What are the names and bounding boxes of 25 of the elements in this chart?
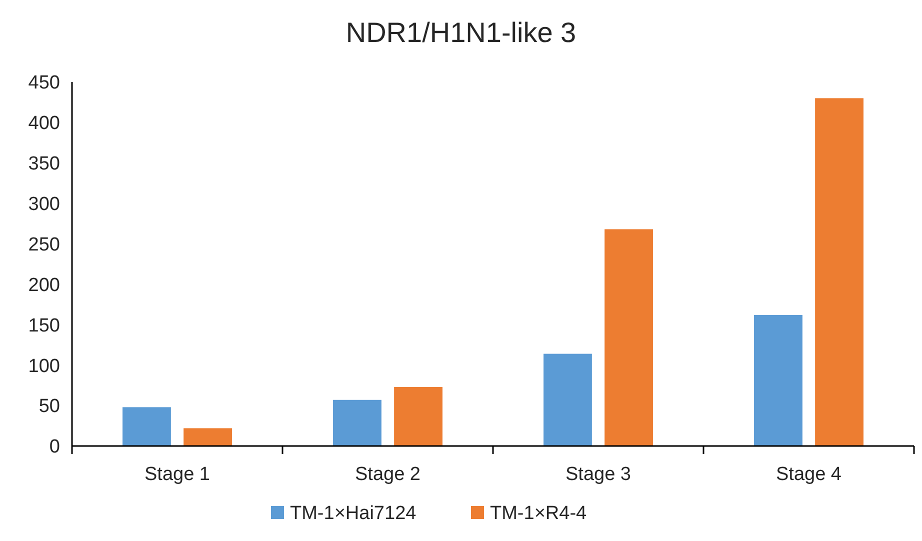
legend-label: TM-1×Hai7124 bbox=[290, 503, 417, 524]
x-tick-label: Stage 2 bbox=[355, 464, 420, 485]
bar bbox=[333, 400, 382, 446]
y-tick-label: 0 bbox=[49, 436, 60, 458]
y-tick-label: 350 bbox=[28, 154, 60, 175]
y-tick-label: 100 bbox=[28, 356, 60, 377]
y-tick-label: 450 bbox=[28, 72, 60, 94]
y-tick-label: 150 bbox=[28, 315, 60, 336]
bar bbox=[544, 354, 592, 446]
x-tick-label: Stage 3 bbox=[566, 464, 631, 485]
bar bbox=[815, 98, 864, 446]
x-tick-label: Stage 1 bbox=[144, 464, 210, 485]
x-tick-label: Stage 4 bbox=[776, 464, 842, 485]
y-tick-label: 300 bbox=[28, 194, 60, 215]
chart-title: NDR1/H1N1-like 3 bbox=[346, 17, 576, 48]
bar bbox=[184, 428, 232, 446]
bar bbox=[122, 407, 171, 446]
y-tick-label: 250 bbox=[28, 234, 60, 256]
y-tick-label: 200 bbox=[28, 274, 60, 296]
legend-label: TM-1×R4-4 bbox=[490, 503, 588, 524]
bar bbox=[394, 386, 442, 446]
bar bbox=[754, 314, 802, 446]
y-tick-label: 50 bbox=[38, 396, 60, 418]
bar bbox=[604, 229, 653, 446]
y-tick-label: 400 bbox=[28, 113, 60, 134]
